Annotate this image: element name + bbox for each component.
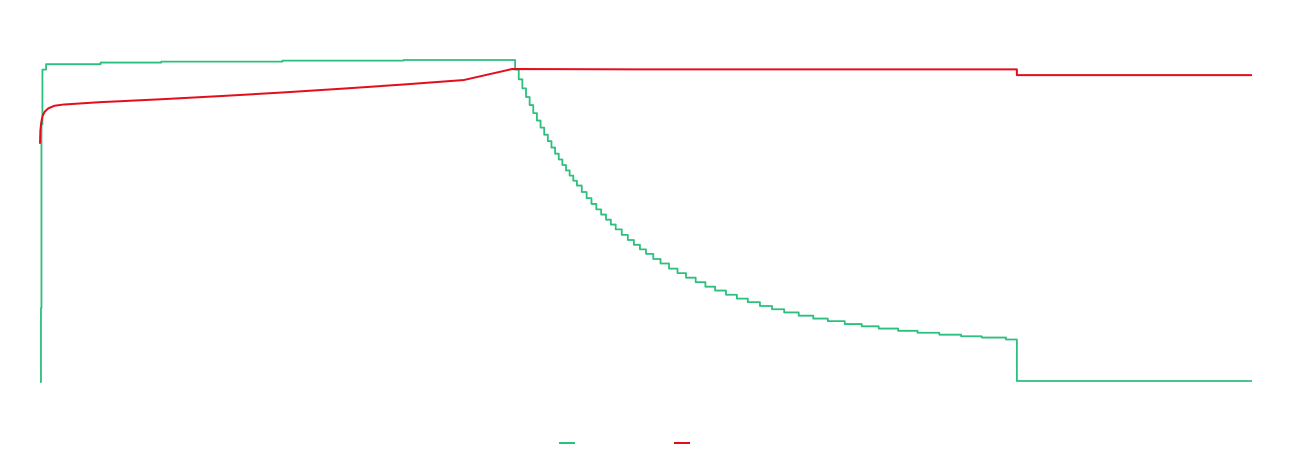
series-line-red xyxy=(39,68,1252,144)
plot-area xyxy=(39,59,1252,383)
series-line-green xyxy=(40,59,1252,383)
